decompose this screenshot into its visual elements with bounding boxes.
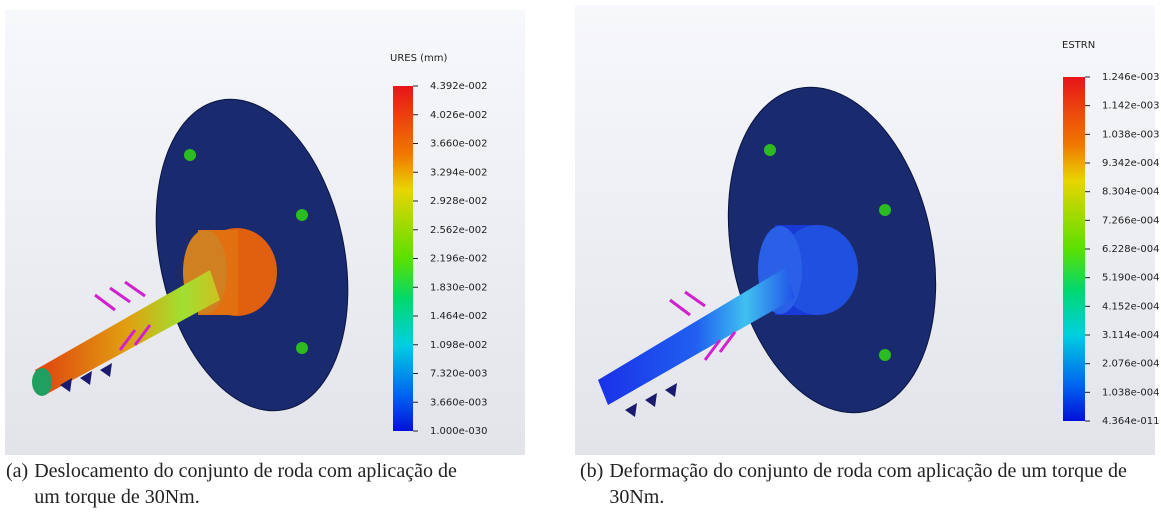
legend-label: 2.928e-002 [430, 196, 487, 207]
legend-label: 6.228e-004 [1102, 244, 1159, 255]
caption-text: Deformação do conjunto de roda com aplic… [609, 458, 1154, 510]
legend-label: 2.196e-002 [430, 254, 487, 265]
legend-label: 4.026e-002 [430, 110, 487, 121]
legend-title: ESTRN [1062, 40, 1095, 51]
legend-label: 5.190e-004 [1102, 273, 1159, 284]
color-bar [1063, 77, 1085, 421]
legend-label: 2.076e-004 [1102, 359, 1159, 370]
caption: (a) Deslocamento do conjunto de roda com… [6, 458, 526, 510]
legend-label: 4.392e-002 [430, 81, 487, 92]
legend-label: 9.342e-004 [1102, 158, 1159, 169]
legend-label: 7.320e-003 [430, 369, 487, 380]
legend-label: 4.364e-011 [1102, 416, 1159, 427]
legend-title: URES (mm) [390, 53, 447, 64]
legend-label: 8.304e-004 [1102, 187, 1159, 198]
legend-label: 2.562e-002 [430, 225, 487, 236]
legend-label: 7.266e-004 [1102, 215, 1159, 226]
caption-label: (b) [580, 458, 603, 510]
legend-label: 1.464e-002 [430, 311, 487, 322]
color-bar [393, 86, 413, 431]
page: URES (mm) ESTRN 4.392e-002 4.026e-002 3.66… [0, 0, 1161, 525]
legend-label: 1.038e-004 [1102, 387, 1159, 398]
caption-text: Deslocamento do conjunto de roda com apl… [34, 458, 474, 510]
legend-label: 3.294e-002 [430, 167, 487, 178]
legend-label: 3.114e-004 [1102, 330, 1159, 341]
caption-label: (a) [6, 458, 28, 510]
legend-label: 3.660e-003 [430, 397, 487, 408]
legend-label: 4.152e-004 [1102, 301, 1159, 312]
figure: URES (mm) ESTRN 4.392e-002 4.026e-002 3.66… [0, 0, 1161, 458]
legend-label: 1.246e-003 [1102, 72, 1159, 83]
legend-label: 1.038e-003 [1102, 129, 1159, 140]
legend-label: 1.830e-002 [430, 282, 487, 293]
legend-label: 1.142e-003 [1102, 101, 1159, 112]
legend-label: 1.098e-002 [430, 340, 487, 351]
legend-label: 3.660e-002 [430, 139, 487, 150]
legend-label: 1.000e-030 [430, 426, 487, 437]
caption: (b) Deformação do conjunto de roda com a… [580, 458, 1160, 510]
